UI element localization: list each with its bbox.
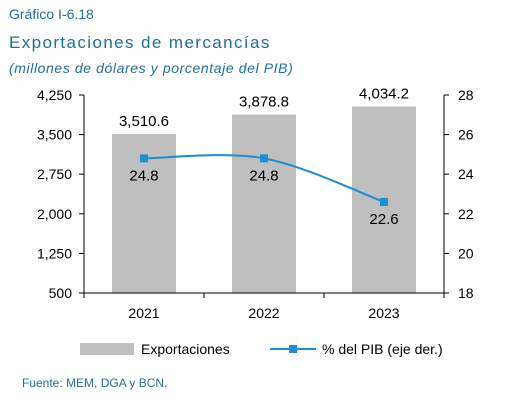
y-left-tick-label: 3,500 xyxy=(37,127,72,143)
legend-swatch-marker xyxy=(289,345,297,353)
line-point-2023 xyxy=(380,197,388,206)
y-left-tick-label: 500 xyxy=(49,285,73,301)
y-right-tick-label: 20 xyxy=(458,245,474,261)
figure-label: Gráfico I-6.18 xyxy=(9,6,94,22)
legend-swatch-bars xyxy=(80,343,134,355)
y-left-tick-label: 2,000 xyxy=(37,206,72,222)
y-right-tick-label: 26 xyxy=(458,127,474,143)
y-right-tick-label: 24 xyxy=(458,166,474,182)
chart-subtitle: (millones de dólares y porcentaje del PI… xyxy=(9,60,294,76)
line-point-2022 xyxy=(260,154,268,163)
line-point-2021 xyxy=(140,154,148,163)
x-tick-label: 2022 xyxy=(248,305,279,321)
chart-title: Exportaciones de mercancías xyxy=(9,33,271,52)
bar-2022 xyxy=(232,114,296,293)
line-data-label: 22.6 xyxy=(369,211,398,228)
y-left-tick-label: 2,750 xyxy=(37,166,72,182)
y-left-tick-label: 1,250 xyxy=(37,245,72,261)
x-tick-label: 2023 xyxy=(368,305,399,321)
line-data-label: 24.8 xyxy=(249,167,278,184)
legend-label-line: % del PIB (eje der.) xyxy=(322,341,443,357)
y-right-tick-label: 18 xyxy=(458,285,474,301)
bar-data-label: 3,878.8 xyxy=(239,94,289,111)
bar-data-label: 3,510.6 xyxy=(119,113,169,130)
line-data-label: 24.8 xyxy=(129,167,158,184)
source-note: Fuente: MEM, DGA y BCN. xyxy=(22,376,168,390)
legend-label-bars: Exportaciones xyxy=(141,341,230,357)
bar-data-label: 4,034.2 xyxy=(359,85,409,102)
y-right-tick-label: 22 xyxy=(458,206,474,222)
y-left-tick-label: 4,250 xyxy=(37,87,72,103)
x-tick-label: 2021 xyxy=(128,305,159,321)
y-right-tick-label: 28 xyxy=(458,87,474,103)
